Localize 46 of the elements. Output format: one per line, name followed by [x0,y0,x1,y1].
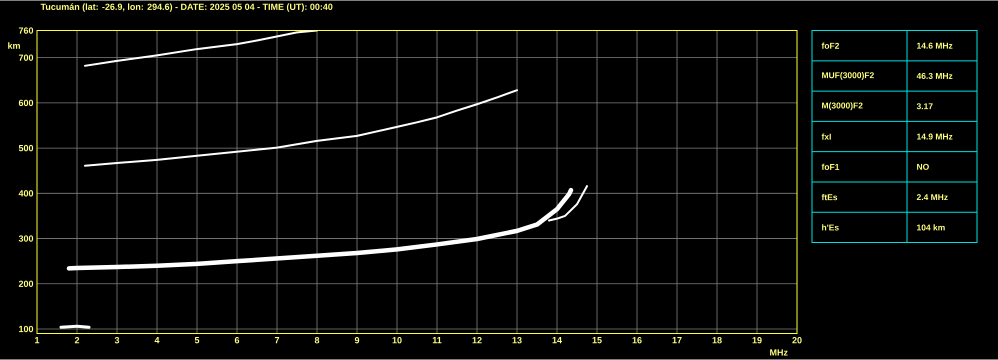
x-tick-label: 12 [472,337,482,344]
x-tick-label: 18 [712,337,722,344]
y-tick-label: 100 [19,326,34,332]
text: 2.4 MHz [916,194,948,200]
y-tick-label: 200 [18,280,34,288]
x-tick-label: 14 [552,337,562,344]
x-tick-label: 3 [114,337,120,344]
x-tick-label: 13 [512,337,522,344]
x-tick-label: 20 [792,337,802,344]
x-tick-label: 11 [432,337,442,344]
line-series [84,30,318,68]
text: M(3000)F2 [822,102,863,110]
text: 3.17 [916,103,933,110]
y-tick-label: 400 [18,190,34,197]
y-tick-label: 700 [18,54,34,62]
chart-title: Tucumán (lat: -26.9, lon: 294.6) - DATE: 2025 05 04 - TIME (UT): 00:40 [40,4,332,12]
text: 46.3 MHz [916,73,952,80]
text: ftEs [822,194,838,200]
x-tick-label: 5 [194,337,200,344]
x-tick-label: 17 [672,337,682,344]
x-tick-label: 9 [354,337,360,344]
x-axis-title: MHz [770,350,788,356]
y-tick-label: 500 [18,145,34,152]
x-tick-label: 1 [35,337,40,344]
text: MUF(3000)F2 [822,72,874,80]
x-tick-label: 19 [752,337,762,344]
x-tick-label: 6 [234,337,240,344]
text: 14.6 MHz [917,42,952,49]
text: 104 km [917,224,945,231]
y-tick-label: 760 [18,28,34,34]
x-tick-label: 4 [154,337,160,344]
text: h'Es [822,224,839,231]
y-tick-label: 300 [18,236,34,242]
x-tick-label: 7 [274,337,280,344]
text: foF2 [822,42,840,50]
x-tick-label: 8 [314,337,320,344]
x-tick-label: 15 [592,337,602,344]
x-tick-label: 16 [632,337,642,344]
x-tick-label: 10 [392,337,402,344]
x-tick-label: 2 [74,337,80,344]
y-axis-title: km [8,42,20,50]
text: 14.9 MHz [917,134,952,140]
y-tick-label: 600 [18,100,34,106]
text: NO [917,164,929,170]
text: fxI [822,134,831,140]
text: foF1 [822,164,840,170]
